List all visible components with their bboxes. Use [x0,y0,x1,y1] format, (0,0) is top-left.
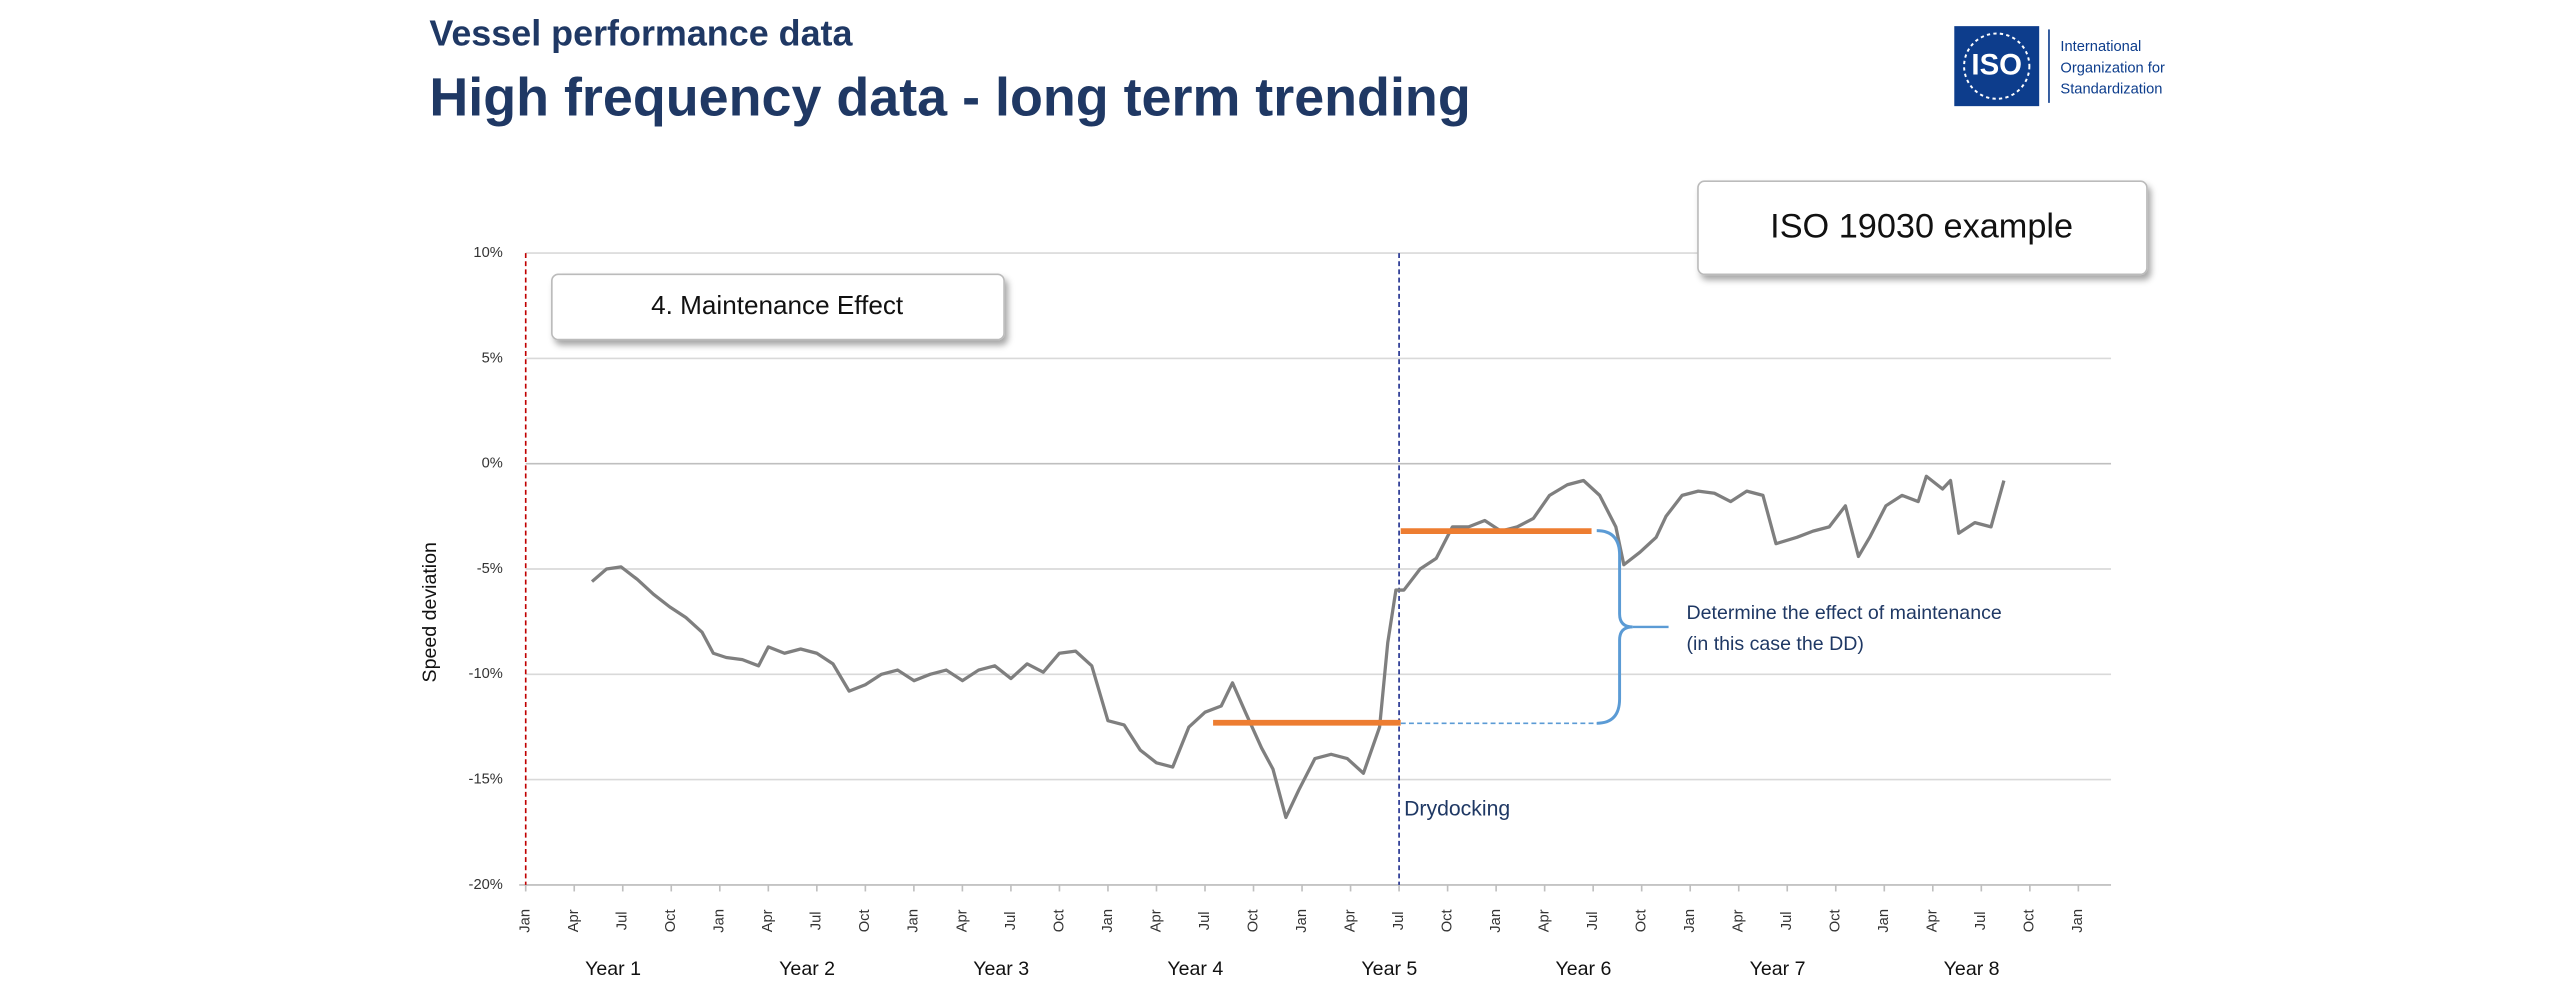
y-tick-label: -5% [477,561,503,577]
logo-text: Organization for [2060,60,2165,76]
x-tick-label: Jan [1682,909,1698,933]
year-label: Year 3 [973,958,1029,980]
x-tick-label: Oct [1051,909,1067,932]
x-tick-label: Jul [1197,911,1213,930]
x-tick-label: Jul [1973,911,1989,930]
x-tick-label: Jan [1876,909,1892,933]
year-label: Year 4 [1167,958,1223,980]
year-label: Year 8 [1944,958,2000,980]
x-tick-label: Jul [1391,911,1407,930]
year-label: Year 2 [779,958,835,980]
year-label: Year 1 [585,958,641,980]
year-label: Year 7 [1750,958,1806,980]
badge-box [1697,180,2148,276]
note: (in this case the DD) [1687,633,1864,655]
x-tick-label: Jan [518,909,534,933]
x-tick-label: Jan [1100,909,1116,933]
x-tick-label: Apr [1731,909,1747,932]
y-axis-label: Speed deviation [419,542,441,682]
x-tick-label: Oct [663,909,679,932]
year-label: Year 6 [1556,958,1612,980]
logo-text: International [2060,39,2141,55]
x-tick-label: Apr [1537,909,1553,932]
x-tick-label: Apr [1342,909,1358,932]
x-tick-label: Oct [2022,909,2038,932]
speed-line [590,474,2006,820]
subtitle: Vessel performance data [429,12,853,53]
x-tick-label: Apr [566,909,582,932]
drydock-label: Drydocking [1404,797,1510,820]
y-tick-label: -20% [469,877,503,893]
logo-box [1954,26,2040,107]
x-tick-label: Apr [760,909,776,932]
x-tick-label: Jan [906,909,922,933]
year-label: Year 5 [1361,958,1417,980]
x-tick-label: Jul [1585,911,1601,930]
x-tick-label: Jan [1488,909,1504,933]
x-tick-label: Jul [1003,911,1019,930]
x-tick-label: Oct [1439,909,1455,932]
y-tick-label: 10% [473,245,502,261]
badge: ISO 19030 example [1770,208,2073,246]
x-tick-label: Jul [809,911,825,930]
y-tick-label: -10% [469,666,503,682]
y-tick-label: -15% [469,771,503,787]
panel-label: 4. Maintenance Effect [651,290,904,320]
x-tick-label: Jul [1779,911,1795,930]
x-tick-label: Apr [954,909,970,932]
x-tick-label: Oct [1828,909,1844,932]
x-tick-label: Oct [1245,909,1261,932]
y-tick-label: 0% [482,456,503,472]
x-tick-label: Oct [857,909,873,932]
logo-mark: ISO [1971,49,2022,82]
x-tick-label: Apr [1148,909,1164,932]
x-tick-label: Jan [2070,909,2086,933]
x-tick-label: Apr [1925,909,1941,932]
logo-ring [1963,32,2031,100]
bracket [1596,529,1633,725]
title: High frequency data - long term trending [429,67,1470,127]
x-tick-label: Jan [712,909,728,933]
x-tick-label: Jul [615,911,631,930]
note: Determine the effect of maintenance [1687,602,2002,624]
logo-text: Standardization [2060,82,2162,98]
x-tick-label: Oct [1634,909,1650,932]
y-tick-label: 5% [482,350,503,366]
x-tick-label: Jan [1294,909,1310,933]
panel-box [551,273,1005,341]
